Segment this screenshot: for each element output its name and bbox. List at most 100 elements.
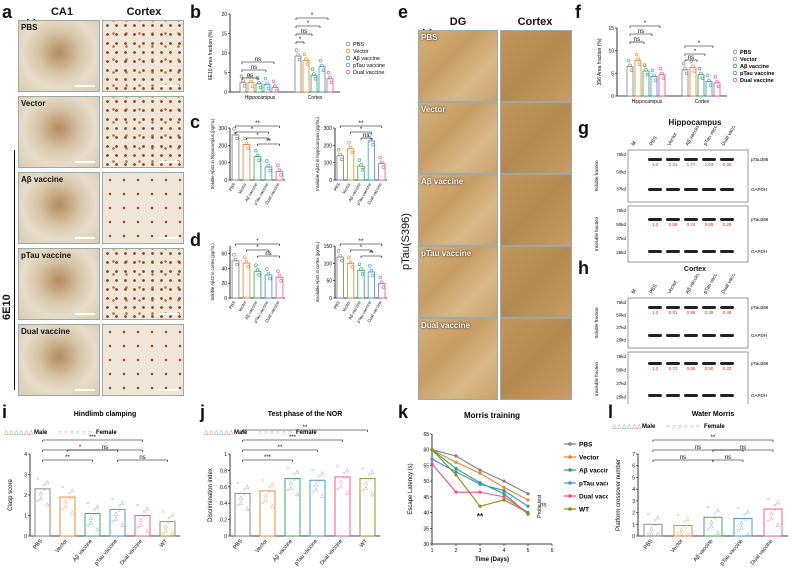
d1-ytick-label: 60 xyxy=(221,251,227,257)
j-bar xyxy=(284,478,301,537)
k-point xyxy=(454,466,458,471)
i-point: ○ xyxy=(43,482,46,488)
b-legend-label: Vector xyxy=(353,49,369,55)
b-point xyxy=(320,63,324,68)
h-lane-label: pTau vaccine xyxy=(703,274,723,295)
f-point xyxy=(658,66,663,71)
g-band-gapdh-sol xyxy=(702,188,716,191)
l-point: ○ xyxy=(767,496,770,502)
i-point: ○ xyxy=(93,507,96,513)
d2-ytick-label: 50 xyxy=(326,279,332,285)
l-female-marker: ○ xyxy=(672,424,676,430)
k-point xyxy=(478,468,482,472)
i-point: △ xyxy=(170,531,174,537)
l-point: ○ xyxy=(767,519,770,525)
b-point xyxy=(249,79,253,84)
l-point: △ xyxy=(656,515,660,521)
l-female-marker: ○ xyxy=(684,424,688,430)
l-sig3-label: ns xyxy=(680,455,686,461)
k-point xyxy=(430,448,434,452)
a-hippo-vector: Vector xyxy=(18,96,100,168)
h-band-gapdh-sol xyxy=(648,334,662,337)
l-point: ○ xyxy=(707,504,710,510)
f-legend-label: pTau vaccine xyxy=(740,71,774,77)
g-soluble-label: Soluble fraction xyxy=(594,160,599,192)
j-female-marker: ○ xyxy=(270,430,274,436)
i-point: ○ xyxy=(68,491,71,497)
f-point xyxy=(684,71,689,76)
h-band-ptau-sol xyxy=(684,306,698,309)
l-point: △ xyxy=(709,519,713,525)
k-legend-label: Dual vaccine xyxy=(579,494,608,501)
k-legend-label: Vector xyxy=(579,455,599,462)
i-point: ○ xyxy=(111,519,114,525)
l-male-marker: △ xyxy=(637,424,642,430)
d2-xtick-label: PBS xyxy=(333,300,342,310)
l-female-marker: ○ xyxy=(666,424,670,430)
b-legend-marker xyxy=(345,62,351,68)
k-ns: ns xyxy=(540,502,546,508)
j-point: △ xyxy=(339,479,343,485)
f-point xyxy=(652,73,656,78)
k-point xyxy=(454,460,458,464)
h-band-gapdh-ins xyxy=(684,394,698,397)
d2-ytick-label: 150 xyxy=(324,244,333,250)
j-point: ○ xyxy=(311,490,314,496)
f-legend-marker xyxy=(732,63,738,69)
k-annot: ** xyxy=(477,512,484,521)
d2-point xyxy=(357,262,362,266)
c1-point xyxy=(266,164,271,168)
g-ratio-sol: 1.0 xyxy=(652,162,659,167)
b-xtick-label: Hippocampus xyxy=(245,95,276,101)
d2-ylabel: Insoluble Aβ42 in cortex (pg/mL) xyxy=(315,241,320,302)
d1-point xyxy=(235,262,239,267)
g-band-ptau-ins xyxy=(684,218,698,221)
b-point xyxy=(266,86,271,90)
panel-a-col2: Cortex xyxy=(126,6,162,18)
d1-xtick-label: Vector xyxy=(237,299,248,312)
c2-ytick-label: 100 xyxy=(324,161,333,167)
h-band-gapdh-ins xyxy=(648,394,662,397)
l-point: ○ xyxy=(737,528,740,534)
d1-point xyxy=(277,274,282,278)
h-soluble-membrane xyxy=(627,297,749,349)
j-male-marker: △ xyxy=(214,430,219,436)
f-point xyxy=(636,57,640,62)
j-xtick-label: pTau vaccine xyxy=(294,538,319,566)
g-band4-label: GAPDH xyxy=(751,249,767,254)
k-legend-marker xyxy=(568,455,572,459)
j-point: ○ xyxy=(293,472,296,478)
b-ytick-label: 15 xyxy=(221,32,227,38)
f-ytick-label: 10 xyxy=(608,49,614,55)
e-cortex-abeta xyxy=(500,174,572,246)
j-point: ○ xyxy=(243,492,246,498)
j-point: ○ xyxy=(343,475,346,481)
i-ytick-label: 4 xyxy=(24,452,27,458)
k-point xyxy=(478,490,482,494)
k-legend-marker xyxy=(568,442,572,446)
k-probe: Probe test xyxy=(537,494,543,517)
i-female-marker: ○ xyxy=(58,430,62,436)
j-ytick-label: 0 xyxy=(224,534,227,540)
j-xtick-label: Dual vaccine xyxy=(319,538,344,566)
d2-point xyxy=(360,272,365,276)
j-point: △ xyxy=(370,491,374,497)
f-ytick-label: 5 xyxy=(611,71,614,77)
f-legend-marker xyxy=(732,56,738,62)
f-legend-label: Aβ vaccine xyxy=(740,64,769,70)
a-hippo-pbs: PBS xyxy=(18,20,100,92)
c1-point xyxy=(243,136,247,141)
d1-point xyxy=(265,267,269,271)
b-point xyxy=(318,58,323,63)
l-point: ○ xyxy=(647,531,650,537)
i-point: △ xyxy=(45,479,49,485)
panel-b-letter: b xyxy=(190,2,201,22)
c1-ylabel: Soluble Aβ42 in hippocampus (pg/mL) xyxy=(210,118,215,189)
j-female-label: Female xyxy=(296,430,317,436)
j-ytick-label: 0.8 xyxy=(220,468,227,474)
k-legend-label: Aβ vaccine xyxy=(579,468,608,475)
f-point xyxy=(715,79,719,84)
i-point: ○ xyxy=(111,497,114,503)
k-point xyxy=(454,490,458,494)
l-ytick-label: 3 xyxy=(632,499,635,505)
